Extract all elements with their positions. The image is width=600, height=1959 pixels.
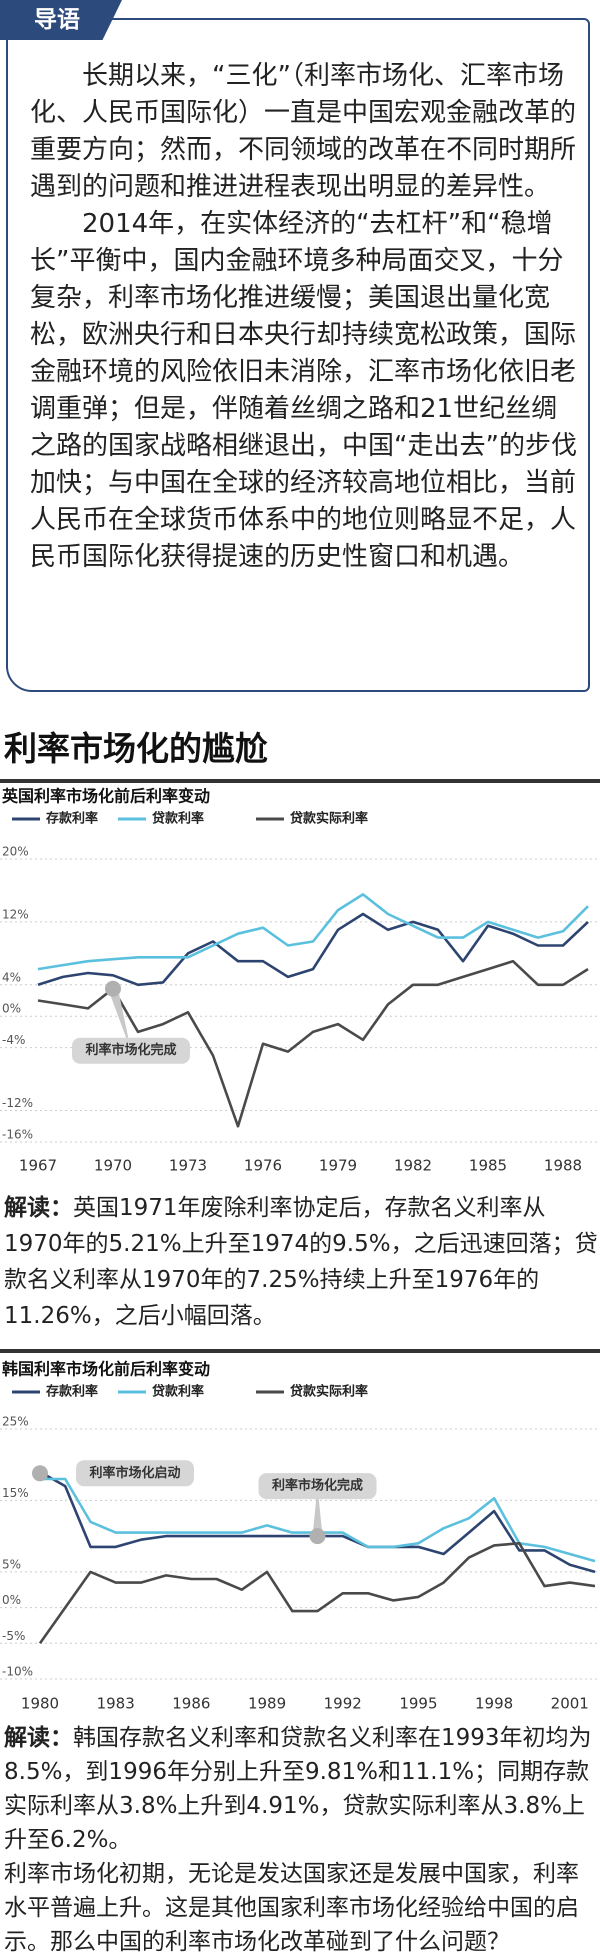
rule bbox=[0, 1349, 600, 1353]
y-tick-label: 20% bbox=[2, 845, 29, 859]
x-tick-label: 1983 bbox=[97, 1695, 135, 1713]
series-line bbox=[37, 959, 589, 1128]
note-paragraph: 解读：韩国存款名义利率和贷款名义利率在1993年初均为8.5%，到1996年分别… bbox=[4, 1721, 598, 1857]
series-line bbox=[38, 1542, 596, 1645]
annotation-text: 利率市场化启动 bbox=[89, 1465, 180, 1481]
y-tick-label: 4% bbox=[2, 970, 21, 984]
note-paragraph: 利率市场化初期，无论是发达国家还是发展中国家，利率水平普遍上升。这是其他国家利率… bbox=[4, 1861, 579, 1955]
paragraph: 2014年，在实体经济的“去杠杆”和“稳增长”平衡中，国内金融环境多种局面交叉，… bbox=[30, 209, 577, 572]
legend-label: 贷款利率 bbox=[152, 1384, 204, 1400]
series-line bbox=[37, 893, 589, 971]
series-line bbox=[37, 912, 589, 987]
chart-title: 英国利率市场化前后利率变动 bbox=[1, 787, 210, 806]
intro-text: 长期以来，“三化”（利率市场化、汇率市场化、人民币国际化）一直是中国宏观金融改革… bbox=[30, 58, 578, 576]
legend-label: 贷款利率 bbox=[152, 811, 204, 827]
note-label: 解读： bbox=[4, 1195, 73, 1221]
annotation-box bbox=[76, 1460, 194, 1487]
note-text: 韩国存款名义利率和贷款名义利率在1993年初均为8.5%，到1996年分别上升至… bbox=[4, 1725, 592, 1853]
annotation-text: 利率市场化完成 bbox=[272, 1478, 363, 1494]
legend-label: 存款利率 bbox=[46, 811, 98, 827]
y-tick-label: 25% bbox=[2, 1415, 29, 1429]
x-tick-label: 1967 bbox=[19, 1157, 57, 1175]
annotation-box bbox=[258, 1473, 377, 1500]
annotation-pointer bbox=[312, 1486, 323, 1537]
note-label: 解读： bbox=[4, 1725, 73, 1751]
x-tick-label: 1980 bbox=[21, 1695, 59, 1713]
note-paragraph: 解读：英国1971年废除利率协定后，存款名义利率从1970年的5.21%上升至1… bbox=[4, 1190, 598, 1334]
x-tick-label: 1995 bbox=[399, 1695, 437, 1713]
y-tick-label: -5% bbox=[2, 1629, 25, 1643]
x-tick-label: 1985 bbox=[469, 1157, 507, 1175]
intro-box bbox=[6, 18, 590, 692]
x-tick-label: 1973 bbox=[169, 1157, 207, 1175]
intro-label: 导语 bbox=[0, 0, 122, 40]
y-tick-label: -12% bbox=[2, 1096, 33, 1110]
legend-label: 存款利率 bbox=[46, 1384, 98, 1400]
y-tick-label: -16% bbox=[2, 1128, 33, 1142]
annotation-point bbox=[105, 980, 121, 997]
x-tick-label: 1976 bbox=[244, 1157, 282, 1175]
note: 解读：韩国存款名义利率和贷款名义利率在1993年初均为8.5%，到1996年分别… bbox=[4, 1721, 598, 1959]
x-tick-label: 1982 bbox=[394, 1157, 432, 1175]
x-tick-label: 1998 bbox=[475, 1695, 513, 1713]
y-tick-label: 0% bbox=[2, 1002, 21, 1016]
x-tick-label: 1988 bbox=[544, 1157, 582, 1175]
y-tick-label: 12% bbox=[2, 907, 29, 921]
x-tick-label: 1989 bbox=[248, 1695, 286, 1713]
annotation-text: 利率市场化完成 bbox=[85, 1042, 176, 1058]
annotation-point bbox=[309, 1528, 326, 1545]
legend-label: 贷款实际利率 bbox=[290, 811, 368, 827]
y-tick-label: 15% bbox=[2, 1486, 29, 1500]
annotation-box bbox=[72, 1037, 190, 1064]
y-tick-label: 0% bbox=[2, 1593, 21, 1607]
annotation-pointer bbox=[108, 988, 131, 1051]
x-tick-label: 1992 bbox=[324, 1695, 362, 1713]
annotation-point bbox=[32, 1465, 48, 1482]
paragraph: 长期以来，“三化”（利率市场化、汇率市场化、人民币国际化）一直是中国宏观金融改革… bbox=[30, 61, 577, 202]
y-tick-label: -10% bbox=[2, 1665, 33, 1679]
y-tick-label: -4% bbox=[2, 1033, 25, 1047]
x-tick-label: 1979 bbox=[319, 1157, 357, 1175]
y-tick-label: 5% bbox=[2, 1557, 21, 1571]
note-text: 英国1971年废除利率协定后，存款名义利率从1970年的5.21%上升至1974… bbox=[4, 1195, 598, 1329]
section-title: 利率市场化的尴尬 bbox=[4, 729, 268, 768]
x-tick-label: 1970 bbox=[94, 1157, 132, 1175]
chart-title: 韩国利率市场化前后利率变动 bbox=[2, 1360, 210, 1379]
legend-label: 贷款实际利率 bbox=[290, 1384, 368, 1400]
rule bbox=[0, 779, 600, 783]
note: 解读：英国1971年废除利率协定后，存款名义利率从1970年的5.21%上升至1… bbox=[4, 1190, 598, 1334]
x-tick-label: 1986 bbox=[172, 1695, 210, 1713]
x-tick-label: 2001 bbox=[551, 1695, 589, 1713]
